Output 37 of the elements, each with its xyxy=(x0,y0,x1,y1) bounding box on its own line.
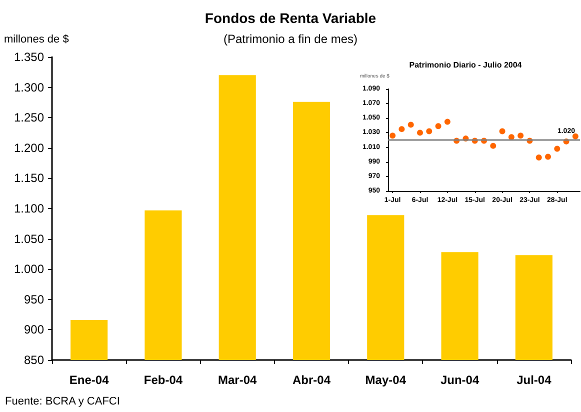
point xyxy=(554,146,560,152)
point xyxy=(426,128,432,134)
point xyxy=(435,123,442,130)
y-tick-label: 850 xyxy=(24,353,44,367)
x-tick-label: May-04 xyxy=(365,373,406,387)
x-tick-label: Abr-04 xyxy=(292,373,331,387)
y-tick-label: 1.300 xyxy=(14,80,44,94)
y-tick-label: 1.000 xyxy=(14,262,44,276)
chart-subtitle: (Patrimonio a fin de mes) xyxy=(223,32,358,46)
point xyxy=(444,118,450,125)
chart-title: Patrimonio Diario - Julio 2004 xyxy=(409,60,522,70)
point xyxy=(417,130,423,136)
point xyxy=(572,133,578,140)
point xyxy=(545,154,551,160)
x-tick-label: Mar-04 xyxy=(218,373,258,387)
y-tick-label: 1.250 xyxy=(14,110,44,125)
y-tick-label: 950 xyxy=(24,292,44,306)
point xyxy=(518,132,524,139)
y-tick-label: 1.150 xyxy=(14,171,44,186)
point xyxy=(536,154,542,160)
y-tick-label: 900 xyxy=(24,322,44,337)
y-tick-label: 1.200 xyxy=(14,140,44,155)
point xyxy=(499,128,506,134)
x-tick-label: Ene-04 xyxy=(69,373,110,387)
y-axis-title: millones de $ xyxy=(4,34,69,46)
y-tick-label: 1.050 xyxy=(14,232,44,246)
point xyxy=(398,126,405,132)
point xyxy=(490,142,496,149)
y-tick-label: 1.350 xyxy=(14,50,44,64)
chart-title: Fondos de Renta Variable xyxy=(204,10,376,26)
y-tick-label: 1.100 xyxy=(14,202,44,216)
x-tick-label: Jun-04 xyxy=(440,373,480,387)
x-tick-label: Jul-04 xyxy=(516,373,552,387)
point xyxy=(390,132,396,139)
source-note: Fuente: BCRA y CAFCI xyxy=(5,396,120,408)
point xyxy=(408,122,414,128)
x-tick-label: Feb-04 xyxy=(144,373,183,387)
